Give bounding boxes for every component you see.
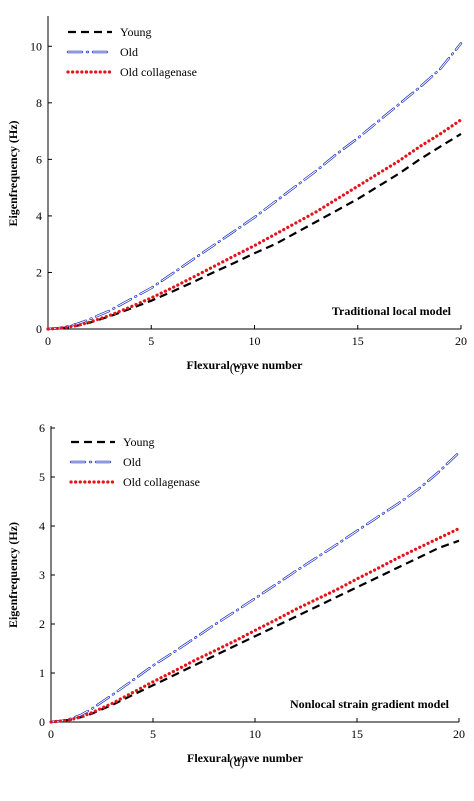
x-tick-label: 0 (45, 334, 51, 348)
legend-label: Young (120, 25, 151, 39)
y-tick-label: 1 (39, 666, 45, 680)
legend-entry-young: Young (71, 435, 154, 449)
y-tick-label: 0 (36, 322, 42, 336)
legend-label: Young (123, 435, 154, 449)
series-line-young (50, 539, 460, 724)
x-tick-label: 20 (455, 334, 467, 348)
y-tick-label: 4 (36, 209, 42, 223)
panel-label: (d) (229, 754, 244, 769)
x-tick-label: 0 (48, 727, 54, 741)
x-tick-label: 5 (150, 727, 156, 741)
x-tick-label: 10 (249, 334, 261, 348)
series-line-old-collagenase (46, 118, 463, 331)
legend-label: Old (123, 455, 141, 469)
model-annotation: Traditional local model (332, 304, 452, 318)
y-tick-label: 4 (39, 519, 45, 533)
legend-entry-young: Young (68, 25, 151, 39)
series-line-old-collagenase (49, 526, 461, 724)
legend-label: Old (120, 45, 138, 59)
y-tick-label: 2 (36, 265, 42, 279)
legend-entry-old: Old (66, 45, 138, 59)
x-tick-label: 15 (352, 334, 364, 348)
y-tick-label: 2 (39, 617, 45, 631)
x-axis-label: Flexural wave number (187, 751, 304, 765)
y-tick-label: 3 (39, 568, 45, 582)
legend-entry-old: Old (69, 455, 141, 469)
y-tick-label: 0 (39, 715, 45, 729)
y-tick-label: 10 (30, 39, 42, 53)
series-line-old (46, 42, 463, 331)
y-tick-label: 8 (36, 96, 42, 110)
x-tick-label: 15 (351, 727, 363, 741)
legend-label: Old collagenase (123, 475, 200, 489)
x-tick-label: 10 (249, 727, 261, 741)
x-tick-label: 5 (148, 334, 154, 348)
series-line-young (47, 132, 462, 331)
legend-label: Old collagenase (120, 65, 197, 79)
y-axis-label: Eigenfrequency (Hz) (6, 522, 20, 628)
chart-panel-0: 0 5 10 15 20 0 2 4 6 8 10 Flexural wave number Eigen… (6, 16, 467, 375)
x-tick-label: 20 (453, 727, 465, 741)
legend-entry-old-collagenase: Old collagenase (66, 65, 197, 79)
y-tick-label: 6 (39, 421, 45, 435)
series-line-old (49, 451, 461, 724)
x-axis-label: Flexural wave number (187, 358, 304, 372)
chart-panel-1: 0 5 10 15 20 0 1 2 3 4 5 6 Flexural wave number Eigen… (6, 421, 465, 769)
legend-entry-old-collagenase: Old collagenase (69, 475, 200, 489)
model-annotation: Nonlocal strain gradient model (290, 697, 450, 711)
y-tick-label: 6 (36, 152, 42, 166)
y-tick-label: 5 (39, 470, 45, 484)
y-axis-label: Eigenfrequency (Hz) (6, 120, 20, 226)
panel-label: (c) (230, 360, 244, 375)
